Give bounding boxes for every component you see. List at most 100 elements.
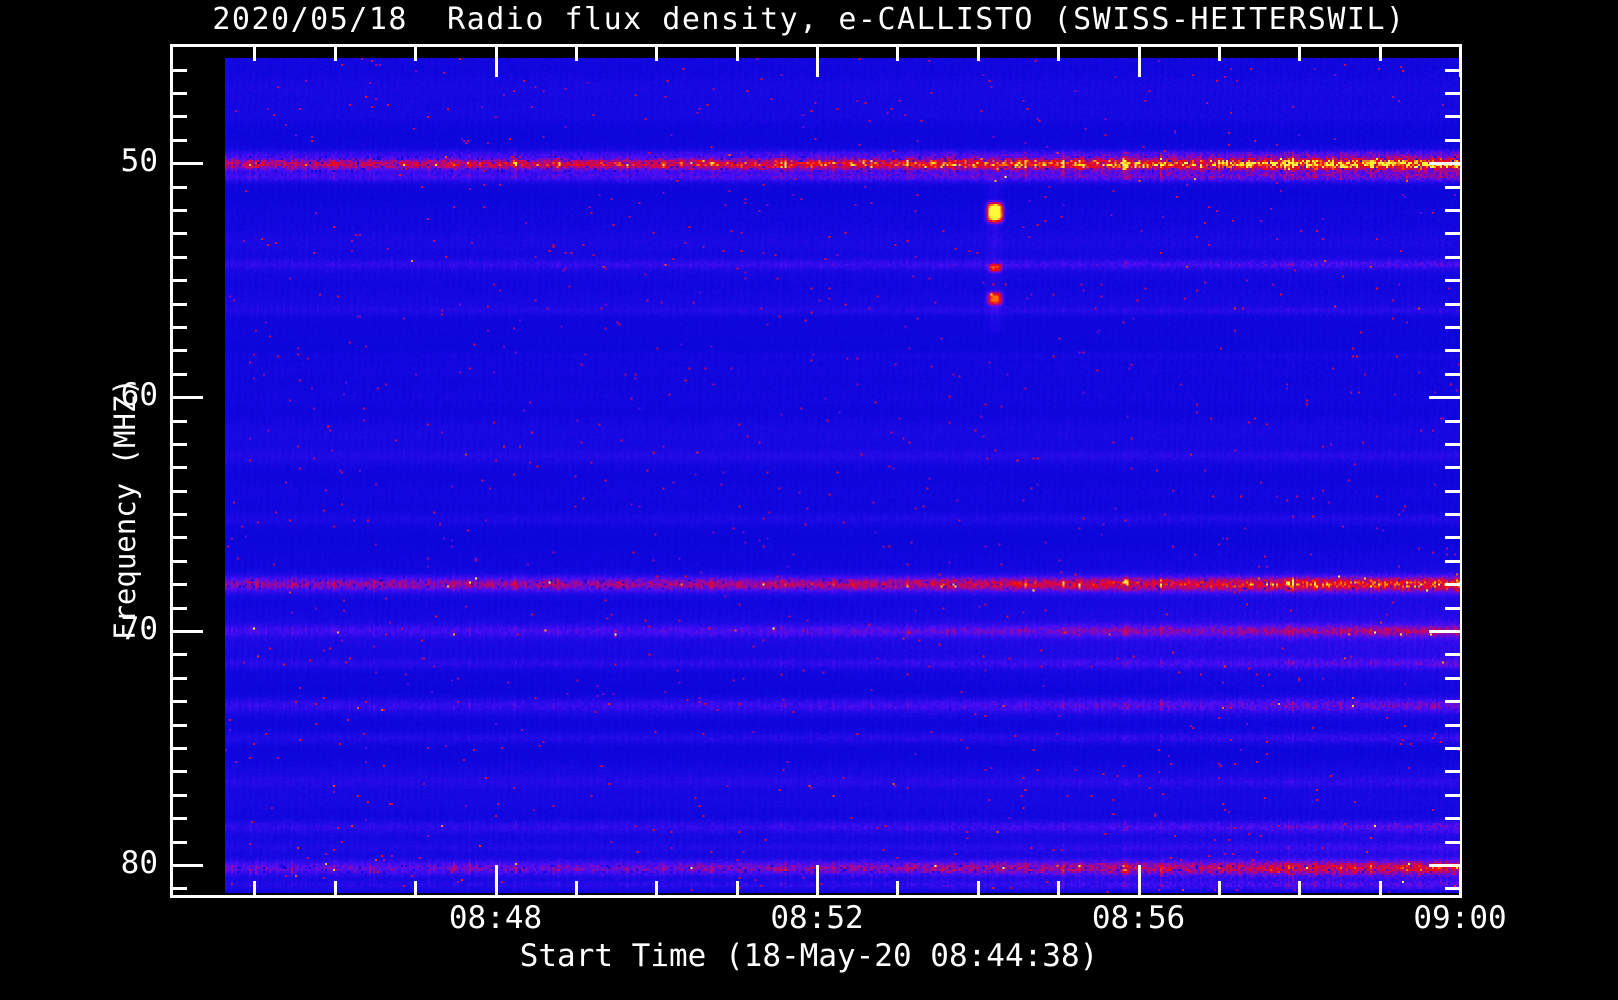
y-tick-right-71 (1445, 653, 1462, 657)
y-tick-right-64 (1445, 489, 1462, 493)
y-tick-right-53 (1445, 232, 1462, 236)
x-tick-53 (896, 881, 900, 898)
y-axis-title: Frequency (MHZ) (108, 378, 142, 640)
page-title: 2020/05/18 Radio flux density, e-CALLIST… (212, 2, 1406, 37)
spectrogram-raster (225, 58, 1460, 893)
x-tick-top-52 (816, 44, 820, 77)
y-tick-right-73 (1445, 700, 1462, 704)
y-tick-right-70 (1429, 630, 1462, 634)
y-tick-53 (170, 232, 187, 236)
x-tick-top-56 (1137, 44, 1141, 77)
x-tick-57 (1217, 881, 1221, 898)
y-tick-right-80 (1429, 863, 1462, 867)
y-tick-70 (170, 630, 203, 634)
x-tick-58 (1298, 881, 1302, 898)
y-tick-50 (170, 162, 203, 166)
y-tick-right-51 (1445, 185, 1462, 189)
y-tick-61 (170, 419, 187, 423)
y-tick-right-77 (1445, 793, 1462, 797)
x-tick-55 (1057, 881, 1061, 898)
y-tick-right-75 (1445, 746, 1462, 750)
y-tick-72 (170, 676, 187, 680)
y-tick-label-70: 70 (120, 611, 158, 648)
x-tick-top-47 (414, 44, 418, 61)
y-tick-right-65 (1445, 513, 1462, 517)
y-tick-52 (170, 209, 187, 213)
y-tick-right-68 (1445, 583, 1462, 587)
y-tick-right-79 (1445, 840, 1462, 844)
y-tick-label-60: 60 (120, 377, 158, 414)
x-tick-top-49 (574, 44, 578, 61)
x-tick-top-54 (976, 44, 980, 61)
x-tick-45 (253, 881, 257, 898)
y-tick-49 (170, 138, 187, 142)
y-tick-58 (170, 349, 187, 353)
y-tick-right-55 (1445, 279, 1462, 283)
y-tick-64 (170, 489, 187, 493)
y-tick-label-50: 50 (120, 143, 158, 180)
y-tick-48 (170, 115, 187, 119)
y-tick-51 (170, 185, 187, 189)
y-tick-62 (170, 442, 187, 446)
y-tick-71 (170, 653, 187, 657)
y-tick-right-60 (1429, 396, 1462, 400)
x-tick-60 (1459, 865, 1462, 898)
y-tick-79 (170, 840, 187, 844)
y-tick-right-50 (1429, 162, 1462, 166)
x-tick-50 (655, 881, 659, 898)
y-tick-69 (170, 606, 187, 610)
y-tick-60 (170, 396, 203, 400)
y-tick-right-66 (1445, 536, 1462, 540)
y-tick-right-47 (1445, 92, 1462, 96)
y-tick-right-78 (1445, 817, 1462, 821)
y-tick-right-58 (1445, 349, 1462, 353)
x-tick-46 (333, 881, 337, 898)
y-tick-right-52 (1445, 209, 1462, 213)
spectrogram-canvas (225, 58, 1460, 893)
y-tick-right-76 (1445, 770, 1462, 774)
y-tick-76 (170, 770, 187, 774)
y-tick-80 (170, 863, 203, 867)
x-tick-top-57 (1217, 44, 1221, 61)
x-tick-47 (414, 881, 418, 898)
y-tick-right-46 (1445, 68, 1462, 72)
x-tick-top-51 (735, 44, 739, 61)
y-tick-77 (170, 793, 187, 797)
y-tick-73 (170, 700, 187, 704)
x-tick-59 (1378, 881, 1382, 898)
x-tick-52 (816, 865, 820, 898)
y-tick-right-59 (1445, 372, 1462, 376)
x-tick-top-55 (1057, 44, 1061, 61)
x-tick-top-59 (1378, 44, 1382, 61)
y-tick-74 (170, 723, 187, 727)
y-tick-right-57 (1445, 325, 1462, 329)
y-tick-right-74 (1445, 723, 1462, 727)
y-tick-67 (170, 559, 187, 563)
y-tick-55 (170, 279, 187, 283)
x-tick-top-58 (1298, 44, 1302, 61)
x-tick-label-0856: 08:56 (1091, 900, 1186, 936)
x-tick-top-60 (1459, 44, 1462, 77)
y-tick-right-67 (1445, 559, 1462, 563)
y-tick-right-69 (1445, 606, 1462, 610)
y-tick-59 (170, 372, 187, 376)
y-tick-68 (170, 583, 187, 587)
y-tick-46 (170, 68, 187, 72)
y-tick-66 (170, 536, 187, 540)
y-tick-right-72 (1445, 676, 1462, 680)
y-tick-label-80: 80 (120, 844, 158, 881)
y-tick-right-62 (1445, 442, 1462, 446)
y-tick-47 (170, 92, 187, 96)
x-tick-label-0852: 08:52 (770, 900, 864, 936)
x-tick-label-0900: 09:00 (1413, 900, 1507, 936)
y-tick-81 (170, 887, 187, 891)
x-tick-label-0848: 08:48 (448, 900, 543, 936)
x-tick-56 (1137, 865, 1141, 898)
x-tick-49 (574, 881, 578, 898)
x-tick-top-46 (333, 44, 337, 61)
x-tick-54 (976, 881, 980, 898)
x-tick-top-50 (655, 44, 659, 61)
x-tick-top-45 (253, 44, 257, 61)
x-axis-title: Start Time (18-May-20 08:44:38) (519, 938, 1099, 974)
y-tick-56 (170, 302, 187, 306)
